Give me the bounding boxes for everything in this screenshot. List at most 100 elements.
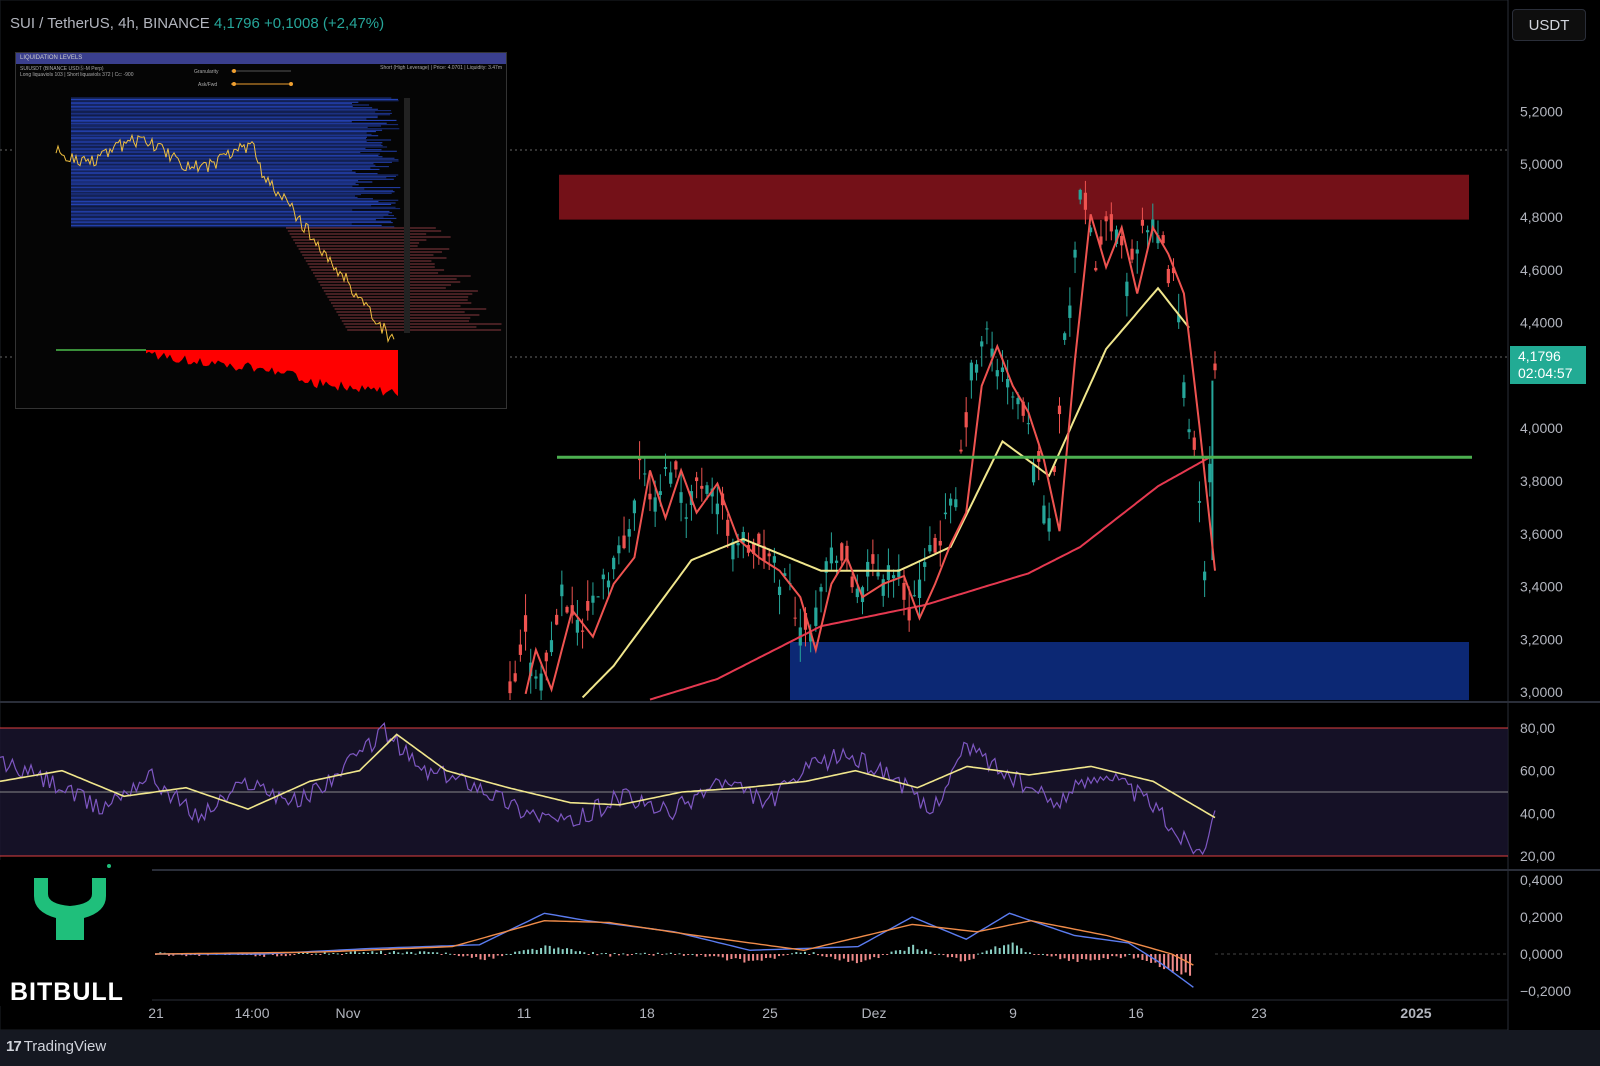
candle-body [1177, 314, 1181, 323]
candle-body [949, 498, 953, 506]
macd-histogram-bar [760, 954, 763, 961]
macd-histogram-bar [388, 952, 391, 954]
macd-histogram-bar [583, 952, 586, 954]
candle-body [809, 632, 813, 642]
macd-histogram-bar [1115, 954, 1118, 957]
macd-histogram-bar [799, 952, 802, 954]
candle-body [1156, 235, 1160, 244]
macd-histogram-bar [903, 950, 906, 954]
candle-body [783, 573, 787, 577]
macd-histogram-bar [985, 950, 988, 954]
tradingview-brand[interactable]: 17 TradingView [6, 1038, 106, 1055]
macd-histogram-bar [167, 954, 170, 956]
macd-histogram-bar [315, 953, 318, 955]
macd-histogram-bar [912, 944, 915, 954]
macd-histogram-bar [401, 953, 404, 955]
macd-histogram-bar [700, 954, 703, 955]
macd-histogram-bar [410, 952, 413, 954]
macd-histogram-bar [972, 954, 975, 959]
inset-title: LIQUIDATION LEVELS [16, 53, 506, 64]
macd-histogram-bar [1106, 954, 1109, 960]
rsi-tick: 80,00 [1520, 720, 1555, 736]
macd-histogram-bar [1180, 954, 1183, 975]
macd-histogram-bar [1150, 954, 1153, 963]
currency-button[interactable]: USDT [1512, 9, 1586, 41]
macd-histogram-bar [1080, 954, 1083, 959]
macd-histogram-bar [864, 954, 867, 961]
candle-body [1114, 229, 1119, 244]
candle-body [591, 595, 595, 603]
macd-histogram-bar [414, 953, 417, 955]
price-tick: 3,0000 [1520, 684, 1563, 700]
symbol-label[interactable]: SUI / TetherUS, 4h, BINANCE [10, 15, 210, 32]
macd-histogram-bar [868, 954, 871, 960]
candle-body [632, 500, 637, 514]
candle-body [617, 545, 621, 554]
macd-histogram-bar [717, 954, 720, 957]
candle-body [601, 574, 605, 580]
macd-histogram-bar [466, 954, 469, 956]
rsi-tick: 60,00 [1520, 763, 1555, 779]
candle-body [959, 449, 963, 452]
bitbull-text: BITBULL [10, 978, 124, 1006]
macd-histogram-bar [1102, 954, 1105, 959]
macd-histogram-bar [159, 952, 162, 954]
macd-histogram-bar [713, 954, 716, 957]
macd-histogram-bar [1132, 954, 1135, 959]
macd-tick: 0,4000 [1520, 872, 1563, 888]
macd-histogram-bar [579, 951, 581, 954]
macd-histogram-bar [1003, 945, 1005, 954]
candle-body [1073, 249, 1077, 258]
candle-body [658, 491, 662, 496]
macd-histogram-bar [1011, 942, 1014, 954]
macd-histogram-bar [925, 949, 928, 954]
macd-histogram-bar [548, 945, 551, 954]
macd-histogram-bar [674, 954, 677, 955]
candle-body [622, 535, 626, 549]
macd-histogram-bar [492, 954, 495, 959]
macd-histogram-bar [544, 945, 547, 954]
macd-histogram-bar [198, 954, 201, 956]
macd-histogram-bar [258, 954, 261, 956]
price-tick: 5,0000 [1520, 156, 1563, 172]
candle-body [1146, 230, 1150, 233]
candle-body [705, 485, 709, 494]
candle-body [752, 542, 756, 554]
candle-body [1057, 405, 1062, 415]
macd-histogram-bar [747, 954, 750, 961]
time-tick: 23 [1251, 1005, 1267, 1021]
candle-body [969, 362, 973, 381]
candle-body [1026, 423, 1030, 425]
macd-histogram-bar [509, 953, 512, 955]
macd-histogram-bar [185, 954, 188, 957]
resistance-zone [559, 174, 1469, 220]
macd-histogram-bar [838, 954, 841, 961]
candle-body [772, 556, 776, 563]
macd-histogram-bar [496, 954, 499, 956]
macd-histogram-bar [622, 953, 625, 955]
macd-histogram-bar [955, 954, 958, 958]
candle-body [580, 630, 585, 632]
macd-histogram-bar [1119, 954, 1122, 959]
candle-body [1078, 189, 1082, 200]
macd-histogram-bar [1171, 954, 1174, 973]
macd-histogram-bar [829, 954, 832, 957]
candle-body [637, 458, 642, 461]
candle-body [1021, 401, 1025, 416]
macd-histogram-bar [656, 952, 659, 954]
macd-histogram-bar [752, 954, 755, 961]
candle-body [834, 560, 839, 563]
rsi-line [0, 722, 1216, 856]
price-tick: 4,4000 [1520, 315, 1563, 331]
macd-histogram-bar [1024, 952, 1027, 954]
candle-body [544, 652, 548, 662]
macd-histogram-bar [639, 953, 642, 955]
macd-histogram-bar [1007, 944, 1010, 954]
bitbull-horns-icon [34, 864, 111, 940]
macd-histogram-bar [570, 949, 573, 954]
candle-body [1104, 216, 1108, 222]
macd-histogram-bar [626, 954, 629, 956]
inset-plot: Granularity Ask/Fwd [55, 69, 502, 397]
macd-tick: 0,2000 [1520, 909, 1563, 925]
